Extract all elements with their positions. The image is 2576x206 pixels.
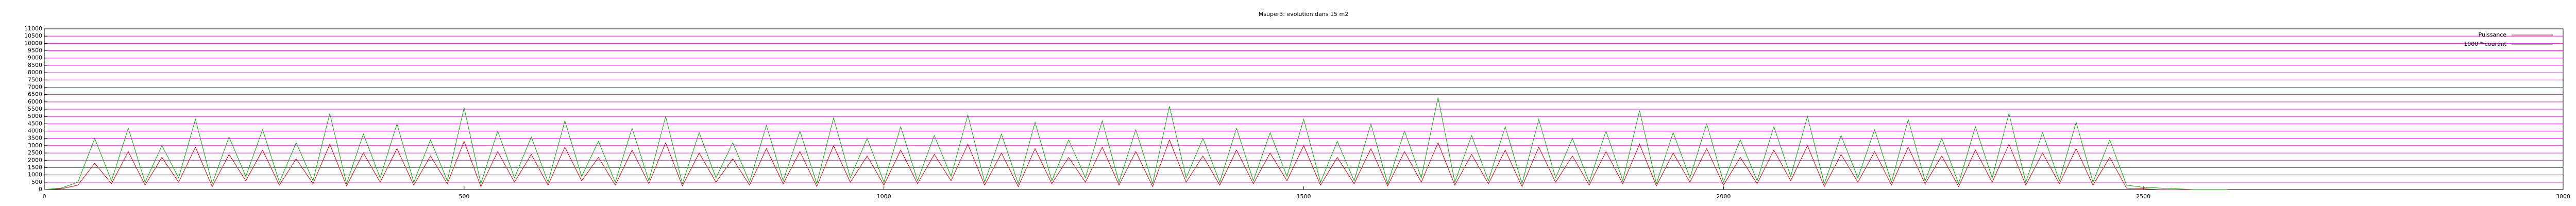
y-tick-label: 11000 bbox=[24, 25, 42, 32]
y-tick-label: 2000 bbox=[28, 157, 42, 163]
y-tick-label: 5500 bbox=[28, 106, 42, 112]
series-line bbox=[44, 139, 2228, 190]
y-tick-label: 9500 bbox=[28, 47, 42, 54]
chart-title: Msuper3: evolution dans 15 m2 bbox=[1259, 11, 1348, 18]
y-tick-label: 7500 bbox=[28, 76, 42, 83]
legend-label: 1000 * courant bbox=[2464, 41, 2506, 47]
y-tick-label: 4500 bbox=[28, 120, 42, 127]
x-tick-label: 500 bbox=[459, 193, 469, 200]
y-tick-label: 2500 bbox=[28, 149, 42, 156]
y-tick-label: 5000 bbox=[28, 113, 42, 119]
y-tick-label: 3000 bbox=[28, 142, 42, 149]
x-tick-label: 0 bbox=[43, 193, 46, 200]
y-tick-label: 9000 bbox=[28, 55, 42, 61]
y-tick-label: 0 bbox=[39, 186, 42, 193]
y-tick-label: 10500 bbox=[24, 32, 42, 39]
x-tick-label: 1000 bbox=[877, 193, 891, 200]
series-line bbox=[44, 97, 2228, 190]
y-tick-label: 7000 bbox=[28, 83, 42, 90]
y-tick-label: 8000 bbox=[28, 69, 42, 76]
y-tick-label: 4000 bbox=[28, 128, 42, 134]
y-tick-label: 6500 bbox=[28, 91, 42, 98]
y-tick-label: 500 bbox=[31, 179, 42, 185]
y-tick-label: 1500 bbox=[28, 164, 42, 170]
x-tick-label: 3000 bbox=[2556, 193, 2570, 200]
y-tick-label: 3500 bbox=[28, 135, 42, 142]
y-tick-label: 6000 bbox=[28, 98, 42, 105]
x-tick-label: 1500 bbox=[1297, 193, 1311, 200]
legend-label: Puissance bbox=[2479, 31, 2507, 38]
plot-frame bbox=[44, 28, 2564, 190]
x-tick-label: 2000 bbox=[1716, 193, 1731, 200]
x-tick-label: 2500 bbox=[2136, 193, 2150, 200]
y-tick-label: 1000 bbox=[28, 171, 42, 178]
y-tick-label: 10000 bbox=[24, 40, 42, 46]
y-tick-label: 8500 bbox=[28, 62, 42, 68]
